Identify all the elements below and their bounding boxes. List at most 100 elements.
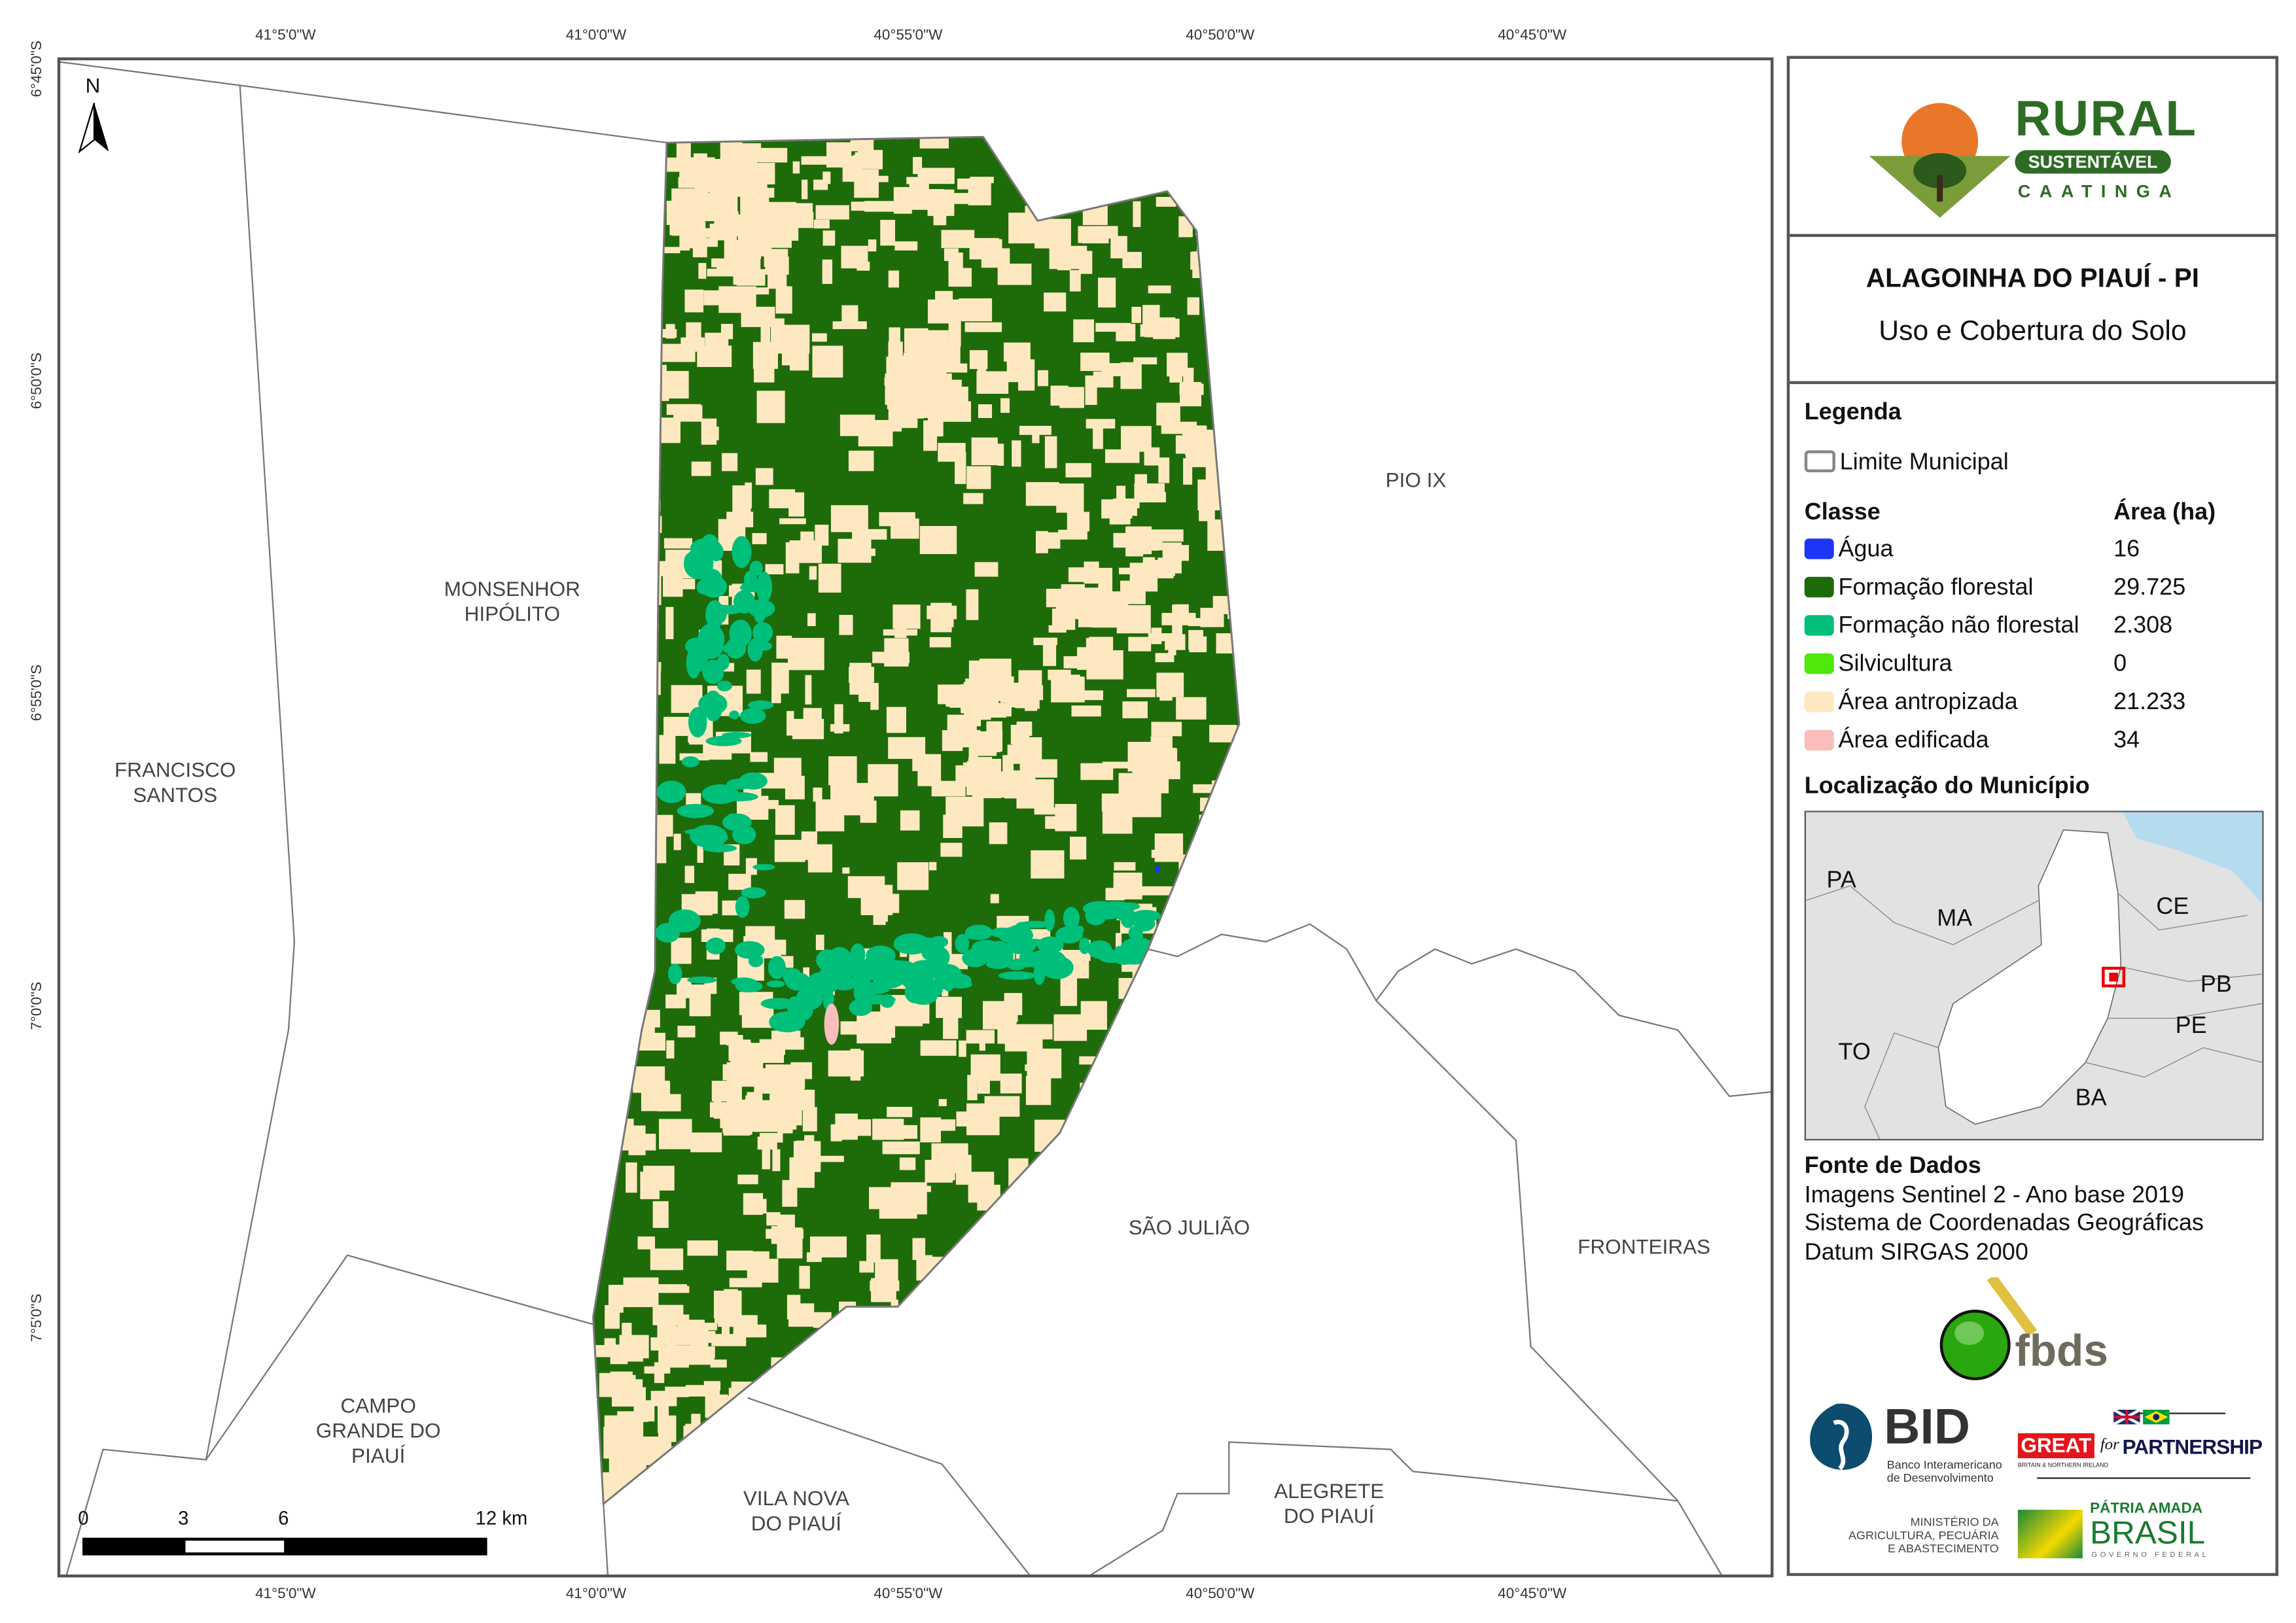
boundary-line [1148, 923, 1773, 1097]
bid-logo-icon [1807, 1401, 1881, 1482]
anthropized-patch [703, 1381, 721, 1391]
scale-label: 12 km [475, 1507, 528, 1529]
anthropized-patch [635, 1414, 648, 1422]
scale-bar [82, 1537, 487, 1556]
anthropized-patch [888, 341, 903, 370]
anthropized-patch [1056, 483, 1084, 513]
anthropized-patch [1172, 545, 1190, 561]
anthropized-patch [690, 1132, 722, 1153]
non-forest-patch [713, 604, 744, 615]
anthropized-patch [628, 1125, 646, 1155]
anthropized-patch [702, 1346, 715, 1359]
anthropized-patch [701, 929, 733, 942]
anthropized-patch [1089, 637, 1114, 655]
anthropized-patch [1153, 317, 1176, 340]
anthropized-patch [786, 710, 794, 736]
anthropized-patch [604, 1338, 616, 1349]
anthropized-patch [701, 418, 717, 445]
anthropized-patch [1131, 506, 1137, 516]
anthropized-patch [966, 466, 991, 489]
non-forest-patch [686, 646, 701, 679]
anthropized-patch [966, 1103, 1000, 1136]
legend-area: 2.308 [2113, 613, 2173, 639]
anthropized-patch [1116, 605, 1151, 634]
anthropized-patch [765, 256, 789, 275]
legend-label: Área edificada [1838, 728, 1989, 754]
anthropized-patch [1103, 367, 1127, 377]
anthropized-patch [897, 862, 929, 890]
anthropized-patch [728, 873, 751, 890]
anthropized-patch [835, 1113, 858, 1140]
anthropized-patch [929, 862, 937, 871]
non-forest-patch [701, 833, 729, 843]
non-forest-patch [668, 909, 701, 933]
anthropized-patch [626, 1162, 637, 1193]
anthropized-patch [908, 408, 925, 419]
anthropized-patch [917, 754, 942, 786]
anthropized-patch [720, 1081, 735, 1098]
anthropized-patch [822, 259, 833, 285]
anthropized-patch [1053, 1014, 1087, 1041]
anthropized-patch [747, 1047, 756, 1056]
anthropized-patch [953, 192, 972, 204]
anthropized-patch [697, 345, 732, 368]
non-forest-patch [735, 980, 763, 993]
anthropized-patch [766, 1212, 781, 1226]
anthropized-patch [652, 1304, 684, 1325]
anthropized-patch [788, 1303, 815, 1327]
anthropized-patch [972, 771, 1002, 799]
divider [2037, 1477, 2251, 1479]
anthropized-patch [981, 248, 1010, 268]
non-forest-patch [768, 956, 786, 979]
anthropized-patch [805, 674, 812, 705]
anthropized-patch [963, 493, 983, 504]
anthropized-patch [913, 156, 923, 175]
anthropized-patch [1070, 837, 1087, 860]
anthropized-patch [989, 822, 1008, 845]
anthropized-patch [815, 799, 845, 831]
anthropized-patch [1063, 656, 1095, 669]
anthropized-patch [1116, 324, 1136, 341]
anthropized-patch [807, 844, 833, 873]
anthropized-patch [1048, 625, 1067, 633]
non-forest-patch [915, 987, 937, 1003]
anthropized-patch [1154, 833, 1184, 862]
anthropized-patch [1128, 637, 1152, 652]
legend-label: Água [1838, 537, 1894, 563]
great-for: for [2100, 1436, 2119, 1454]
fbds-logo [1937, 1274, 2113, 1390]
anthropized-patch [656, 1284, 687, 1293]
anthropized-patch [1040, 532, 1061, 549]
non-forest-patch [677, 803, 715, 818]
anthropized-patch [687, 1240, 718, 1256]
anthropized-patch [839, 614, 853, 635]
anthropized-patch [754, 199, 764, 217]
anthropized-patch [696, 195, 715, 205]
anthropized-patch [1025, 1075, 1051, 1106]
logo-sustentavel: SUSTENTÁVEL [2015, 150, 2171, 174]
place-campo-grande: CAMPO GRANDE DO PIAUÍ [315, 1393, 441, 1467]
anthropized-patch [800, 531, 814, 554]
anthropized-patch [1156, 402, 1180, 426]
source-line: Imagens Sentinel 2 - Ano base 2019 [1804, 1183, 2185, 1208]
anthropized-patch [959, 298, 993, 322]
location-heading: Localização do Município [1804, 774, 2090, 799]
brasil-text: BRASIL [2090, 1514, 2206, 1551]
lon-tick-bottom: 41°0'0"W [565, 1586, 627, 1603]
anthropized-patch [737, 1174, 758, 1185]
anthropized-patch [1016, 721, 1033, 736]
anthropized-patch [1200, 608, 1224, 627]
anthropized-patch [932, 384, 959, 395]
anthropized-patch [891, 1299, 898, 1312]
anthropized-patch [1169, 356, 1182, 383]
anthropized-patch [905, 332, 917, 342]
state-label: PB [2200, 972, 2232, 998]
anthropized-patch [995, 729, 1003, 752]
anthropized-patch [868, 239, 877, 252]
anthropized-patch [623, 1277, 659, 1308]
anthropized-patch [965, 678, 985, 694]
anthropized-patch [1135, 474, 1148, 488]
anthropized-patch [1034, 807, 1059, 815]
non-forest-patch [894, 968, 932, 983]
anthropized-patch [1120, 426, 1152, 452]
